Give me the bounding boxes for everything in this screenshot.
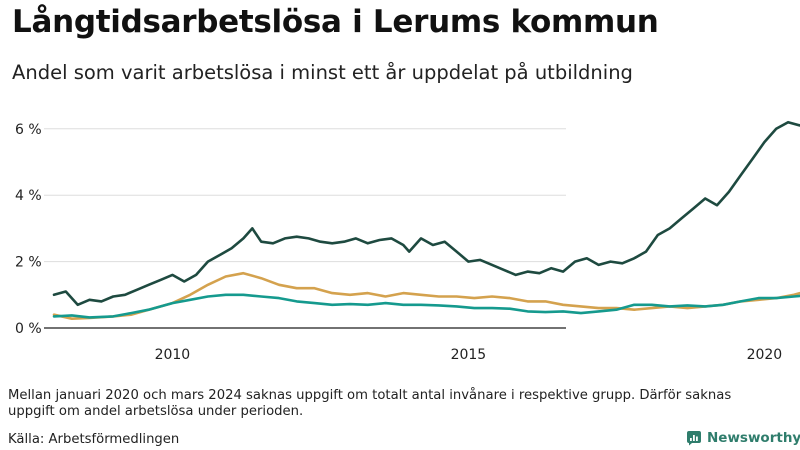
y-tick-label: 0 % — [15, 321, 42, 337]
x-tick-label: 2010 — [155, 347, 191, 363]
x-tick-label: 2015 — [451, 347, 487, 363]
y-tick-label: 2 % — [15, 255, 42, 271]
line-chart: 0 %2 %4 %6 %201020152020apr 2025 Förgymn… — [15, 120, 800, 363]
y-tick-label: 4 % — [15, 188, 42, 204]
source-text: Källa: Arbetsförmedlingen — [8, 432, 180, 447]
brand-logo[interactable]: Newsworthy — [686, 429, 800, 447]
x-tick-label: 2020 — [747, 347, 783, 363]
series-line-förgymnasial-segment-1 — [52, 120, 800, 307]
chart-subtitle: Andel som varit arbetslösa i minst ett å… — [12, 61, 633, 84]
brand-name: Newsworthy — [707, 430, 800, 446]
series-line-gymnasial-segment-1 — [52, 271, 800, 320]
chart-title: Långtidsarbetslösa i Lerums kommun — [12, 4, 659, 40]
y-tick-label: 6 % — [15, 122, 42, 138]
series-line-eftergymnasial-segment-1 — [52, 293, 800, 319]
newsworthy-icon — [687, 431, 701, 446]
footnote: Mellan januari 2020 och mars 2024 saknas… — [8, 388, 732, 419]
